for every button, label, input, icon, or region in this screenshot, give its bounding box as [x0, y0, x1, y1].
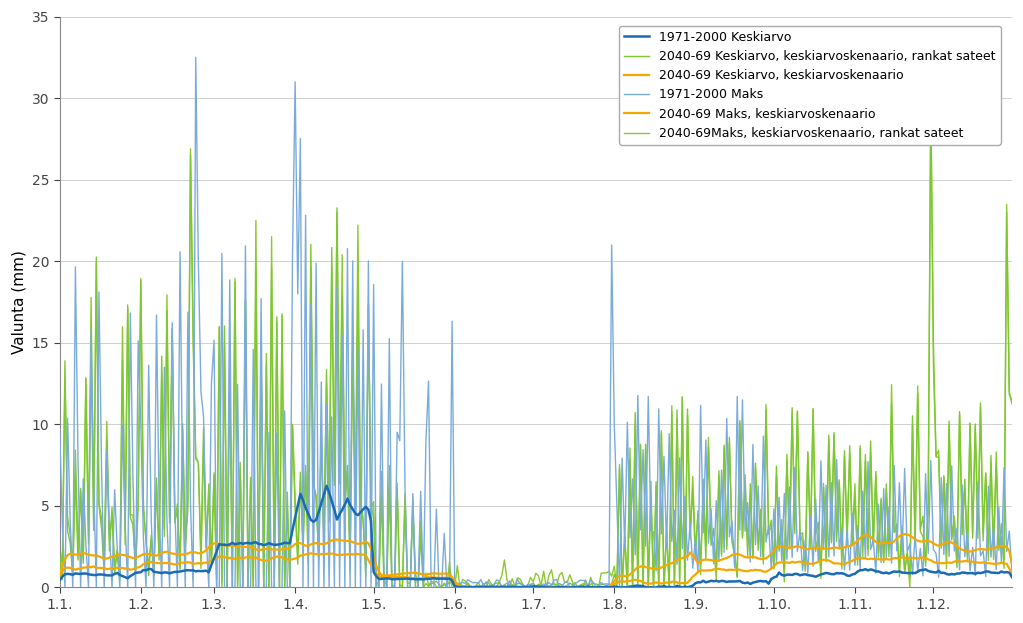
Y-axis label: Valunta (mm): Valunta (mm)	[11, 250, 27, 354]
2040-69Maks, keskiarvoskenaario, rankat sateet	[1006, 396, 1018, 403]
2040-69 Keskiarvo, keskiarvoskenaario	[875, 555, 887, 563]
2040-69 Keskiarvo, keskiarvoskenaario	[53, 571, 65, 579]
2040-69 Keskiarvo, keskiarvoskenaario	[255, 556, 267, 564]
2040-69 Maks, keskiarvoskenaario	[438, 570, 450, 578]
2040-69Maks, keskiarvoskenaario, rankat sateet	[873, 554, 885, 561]
Line: 2040-69 Maks, keskiarvoskenaario: 2040-69 Maks, keskiarvoskenaario	[59, 534, 1012, 587]
1971-2000 Keskiarvo	[875, 569, 887, 576]
2040-69Maks, keskiarvoskenaario, rankat sateet	[925, 92, 937, 100]
2040-69 Maks, keskiarvoskenaario	[433, 570, 445, 578]
2040-69 Maks, keskiarvoskenaario	[1006, 561, 1018, 568]
2040-69 Keskiarvo, keskiarvoskenaario, rankat sateet	[873, 549, 885, 556]
1971-2000 Keskiarvo	[436, 575, 448, 583]
2040-69 Maks, keskiarvoskenaario	[53, 572, 65, 579]
1971-2000 Maks	[189, 54, 202, 61]
2040-69 Keskiarvo, keskiarvoskenaario, rankat sateet	[1006, 400, 1018, 407]
2040-69Maks, keskiarvoskenaario, rankat sateet	[436, 584, 448, 591]
1971-2000 Maks	[438, 530, 450, 537]
2040-69 Keskiarvo, keskiarvoskenaario, rankat sateet	[967, 535, 979, 542]
1971-2000 Keskiarvo	[441, 575, 453, 583]
1971-2000 Maks	[1006, 567, 1018, 574]
1971-2000 Maks	[53, 426, 65, 433]
Line: 2040-69 Keskiarvo, keskiarvoskenaario: 2040-69 Keskiarvo, keskiarvoskenaario	[59, 553, 1012, 587]
2040-69Maks, keskiarvoskenaario, rankat sateet	[258, 584, 270, 591]
1971-2000 Keskiarvo	[53, 576, 65, 584]
2040-69 Keskiarvo, keskiarvoskenaario	[595, 584, 608, 591]
Line: 1971-2000 Keskiarvo: 1971-2000 Keskiarvo	[59, 486, 1012, 587]
1971-2000 Keskiarvo	[543, 584, 555, 591]
2040-69 Keskiarvo, keskiarvoskenaario, rankat sateet	[318, 538, 330, 546]
2040-69Maks, keskiarvoskenaario, rankat sateet	[318, 536, 330, 543]
2040-69 Maks, keskiarvoskenaario	[898, 530, 910, 538]
Line: 2040-69 Keskiarvo, keskiarvoskenaario, rankat sateet: 2040-69 Keskiarvo, keskiarvoskenaario, r…	[59, 107, 1012, 587]
2040-69 Keskiarvo, keskiarvoskenaario, rankat sateet	[436, 584, 448, 591]
1971-2000 Keskiarvo	[255, 541, 267, 548]
Legend: 1971-2000 Keskiarvo, 2040-69 Keskiarvo, keskiarvoskenaario, rankat sateet, 2040-: 1971-2000 Keskiarvo, 2040-69 Keskiarvo, …	[619, 26, 1000, 145]
2040-69Maks, keskiarvoskenaario, rankat sateet	[53, 543, 65, 551]
1971-2000 Maks	[260, 584, 272, 591]
2040-69Maks, keskiarvoskenaario, rankat sateet	[221, 584, 233, 591]
1971-2000 Keskiarvo	[320, 482, 332, 490]
1971-2000 Maks	[443, 584, 455, 591]
2040-69 Keskiarvo, keskiarvoskenaario, rankat sateet	[53, 552, 65, 559]
2040-69Maks, keskiarvoskenaario, rankat sateet	[441, 584, 453, 591]
2040-69 Keskiarvo, keskiarvoskenaario	[305, 549, 317, 557]
1971-2000 Keskiarvo	[315, 500, 327, 507]
2040-69 Maks, keskiarvoskenaario	[967, 548, 979, 555]
2040-69 Keskiarvo, keskiarvoskenaario, rankat sateet	[925, 103, 937, 110]
1971-2000 Keskiarvo	[967, 569, 979, 577]
2040-69 Maks, keskiarvoskenaario	[579, 584, 591, 591]
1971-2000 Keskiarvo	[1006, 573, 1018, 581]
2040-69 Keskiarvo, keskiarvoskenaario	[967, 558, 979, 566]
2040-69 Keskiarvo, keskiarvoskenaario	[1006, 570, 1018, 578]
2040-69 Keskiarvo, keskiarvoskenaario	[441, 574, 453, 581]
2040-69 Keskiarvo, keskiarvoskenaario	[436, 574, 448, 582]
1971-2000 Maks	[58, 584, 71, 591]
2040-69 Maks, keskiarvoskenaario	[255, 546, 267, 553]
2040-69 Maks, keskiarvoskenaario	[873, 540, 885, 547]
1971-2000 Maks	[967, 544, 979, 551]
Line: 2040-69Maks, keskiarvoskenaario, rankat sateet: 2040-69Maks, keskiarvoskenaario, rankat …	[59, 96, 1012, 587]
2040-69 Keskiarvo, keskiarvoskenaario, rankat sateet	[441, 582, 453, 589]
2040-69Maks, keskiarvoskenaario, rankat sateet	[967, 530, 979, 537]
2040-69 Keskiarvo, keskiarvoskenaario, rankat sateet	[258, 584, 270, 591]
Line: 1971-2000 Maks: 1971-2000 Maks	[59, 57, 1012, 587]
1971-2000 Maks	[320, 401, 332, 409]
2040-69 Keskiarvo, keskiarvoskenaario, rankat sateet	[211, 584, 223, 591]
1971-2000 Maks	[875, 559, 887, 566]
2040-69 Keskiarvo, keskiarvoskenaario	[318, 550, 330, 558]
2040-69 Maks, keskiarvoskenaario	[315, 540, 327, 548]
